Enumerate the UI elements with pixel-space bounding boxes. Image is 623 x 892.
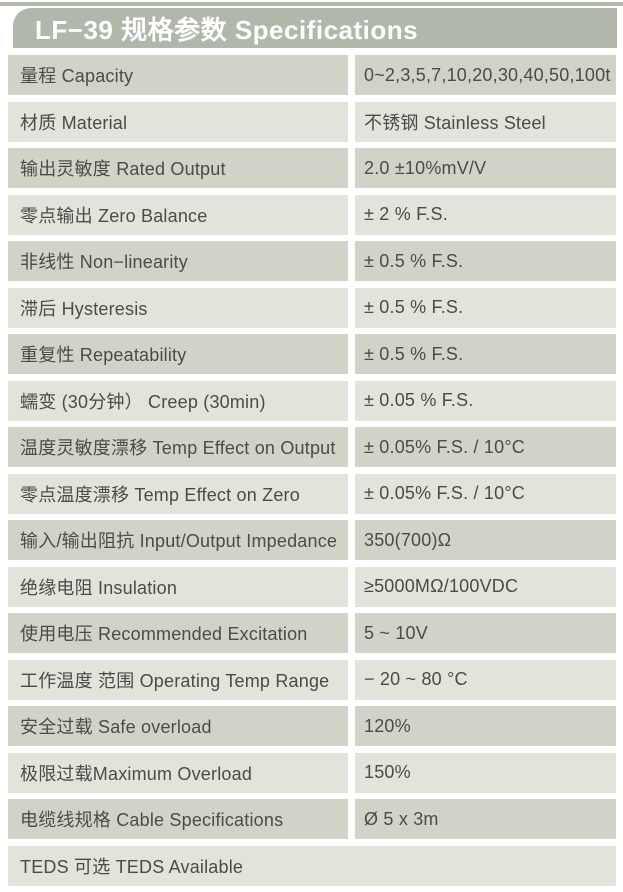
table-row: 蠕变 (30分钟） Creep (30min) ± 0.05 % F.S. — [8, 380, 616, 421]
row-value: ≥5000MΩ/100VDC — [355, 566, 616, 607]
row-label: 电缆线规格 Cable Specifications — [8, 799, 348, 839]
table-row: 重复性 Repeatability ± 0.5 % F.S. — [8, 334, 616, 374]
row-value: − 20 ~ 80 °C — [355, 659, 616, 700]
row-label: 重复性 Repeatability — [8, 334, 348, 374]
row-label: 材质 Material — [8, 101, 348, 142]
row-label: TEDS 可选 TEDS Available — [8, 845, 616, 886]
row-label: 绝缘电阻 Insulation — [8, 566, 348, 607]
row-label: 输出灵敏度 Rated Output — [8, 148, 348, 188]
row-value: ± 0.5 % F.S. — [355, 334, 616, 374]
spec-header-banner: LF−39 规格参数 Specifications — [13, 8, 617, 48]
table-row: 输入/输出阻抗 Input/Output Impedance 350(700)Ω — [8, 520, 616, 560]
page-title: LF−39 规格参数 Specifications — [35, 14, 419, 45]
row-label: 零点温度漂移 Temp Effect on Zero — [8, 473, 348, 514]
row-value: Ø 5 x 3m — [355, 799, 616, 839]
row-value: ± 0.05% F.S. / 10°C — [355, 427, 616, 467]
spec-table: 量程 Capacity 0~2,3,5,7,10,20,30,40,50,100t… — [8, 55, 616, 892]
row-label: 输入/输出阻抗 Input/Output Impedance — [8, 520, 348, 560]
row-label: 蠕变 (30分钟） Creep (30min) — [8, 380, 348, 421]
table-row: 非线性 Non−linearity ± 0.5 % F.S. — [8, 241, 616, 281]
row-value: 0~2,3,5,7,10,20,30,40,50,100t — [355, 55, 616, 95]
row-value: 150% — [355, 752, 616, 793]
table-row: 使用电压 Recommended Excitation 5 ~ 10V — [8, 613, 616, 653]
table-row: 滞后 Hysteresis ± 0.5 % F.S. — [8, 287, 616, 328]
row-label: 安全过载 Safe overload — [8, 706, 348, 746]
row-label: 极限过载Maximum Overload — [8, 752, 348, 793]
table-row: 零点温度漂移 Temp Effect on Zero ± 0.05% F.S. /… — [8, 473, 616, 514]
table-row: 绝缘电阻 Insulation ≥5000MΩ/100VDC — [8, 566, 616, 607]
row-value: ± 0.05% F.S. / 10°C — [355, 473, 616, 514]
row-label: 非线性 Non−linearity — [8, 241, 348, 281]
row-label: 量程 Capacity — [8, 55, 348, 95]
row-label: 零点输出 Zero Balance — [8, 194, 348, 235]
row-label: 使用电压 Recommended Excitation — [8, 613, 348, 653]
table-row: 工作温度 范围 Operating Temp Range − 20 ~ 80 °C — [8, 659, 616, 700]
table-row: 温度灵敏度漂移 Temp Effect on Output ± 0.05% F.S… — [8, 427, 616, 467]
table-row: 输出灵敏度 Rated Output 2.0 ±10%mV/V — [8, 148, 616, 188]
table-row: 材质 Material 不锈钢 Stainless Steel — [8, 101, 616, 142]
row-value: ± 0.5 % F.S. — [355, 241, 616, 281]
row-label: 工作温度 范围 Operating Temp Range — [8, 659, 348, 700]
table-row: 量程 Capacity 0~2,3,5,7,10,20,30,40,50,100t — [8, 55, 616, 95]
table-row: TEDS 可选 TEDS Available — [8, 845, 616, 886]
row-value: ± 0.5 % F.S. — [355, 287, 616, 328]
table-row: 极限过载Maximum Overload 150% — [8, 752, 616, 793]
row-value: ± 2 % F.S. — [355, 194, 616, 235]
table-row: 零点输出 Zero Balance ± 2 % F.S. — [8, 194, 616, 235]
row-value: 120% — [355, 706, 616, 746]
row-value: 5 ~ 10V — [355, 613, 616, 653]
row-label: 温度灵敏度漂移 Temp Effect on Output — [8, 427, 348, 467]
row-value: 不锈钢 Stainless Steel — [355, 101, 616, 142]
table-row: 安全过载 Safe overload 120% — [8, 706, 616, 746]
row-label: 滞后 Hysteresis — [8, 287, 348, 328]
row-value: 350(700)Ω — [355, 520, 616, 560]
row-value: 2.0 ±10%mV/V — [355, 148, 616, 188]
table-row: 电缆线规格 Cable Specifications Ø 5 x 3m — [8, 799, 616, 839]
top-rule — [0, 2, 623, 6]
row-value: ± 0.05 % F.S. — [355, 380, 616, 421]
